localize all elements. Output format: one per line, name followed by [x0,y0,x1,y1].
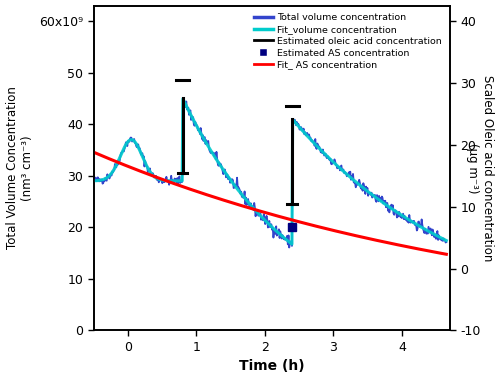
Y-axis label: Scaled Oleic acid concentration
(µg m⁻³): Scaled Oleic acid concentration (µg m⁻³) [466,75,494,261]
X-axis label: Time (h): Time (h) [239,359,304,373]
Legend: Total volume concentration, Fit_volume concentration, Estimated oleic acid conce: Total volume concentration, Fit_volume c… [251,10,445,72]
Y-axis label: Total Volume Concentration
(nm³ cm⁻³): Total Volume Concentration (nm³ cm⁻³) [6,86,34,249]
